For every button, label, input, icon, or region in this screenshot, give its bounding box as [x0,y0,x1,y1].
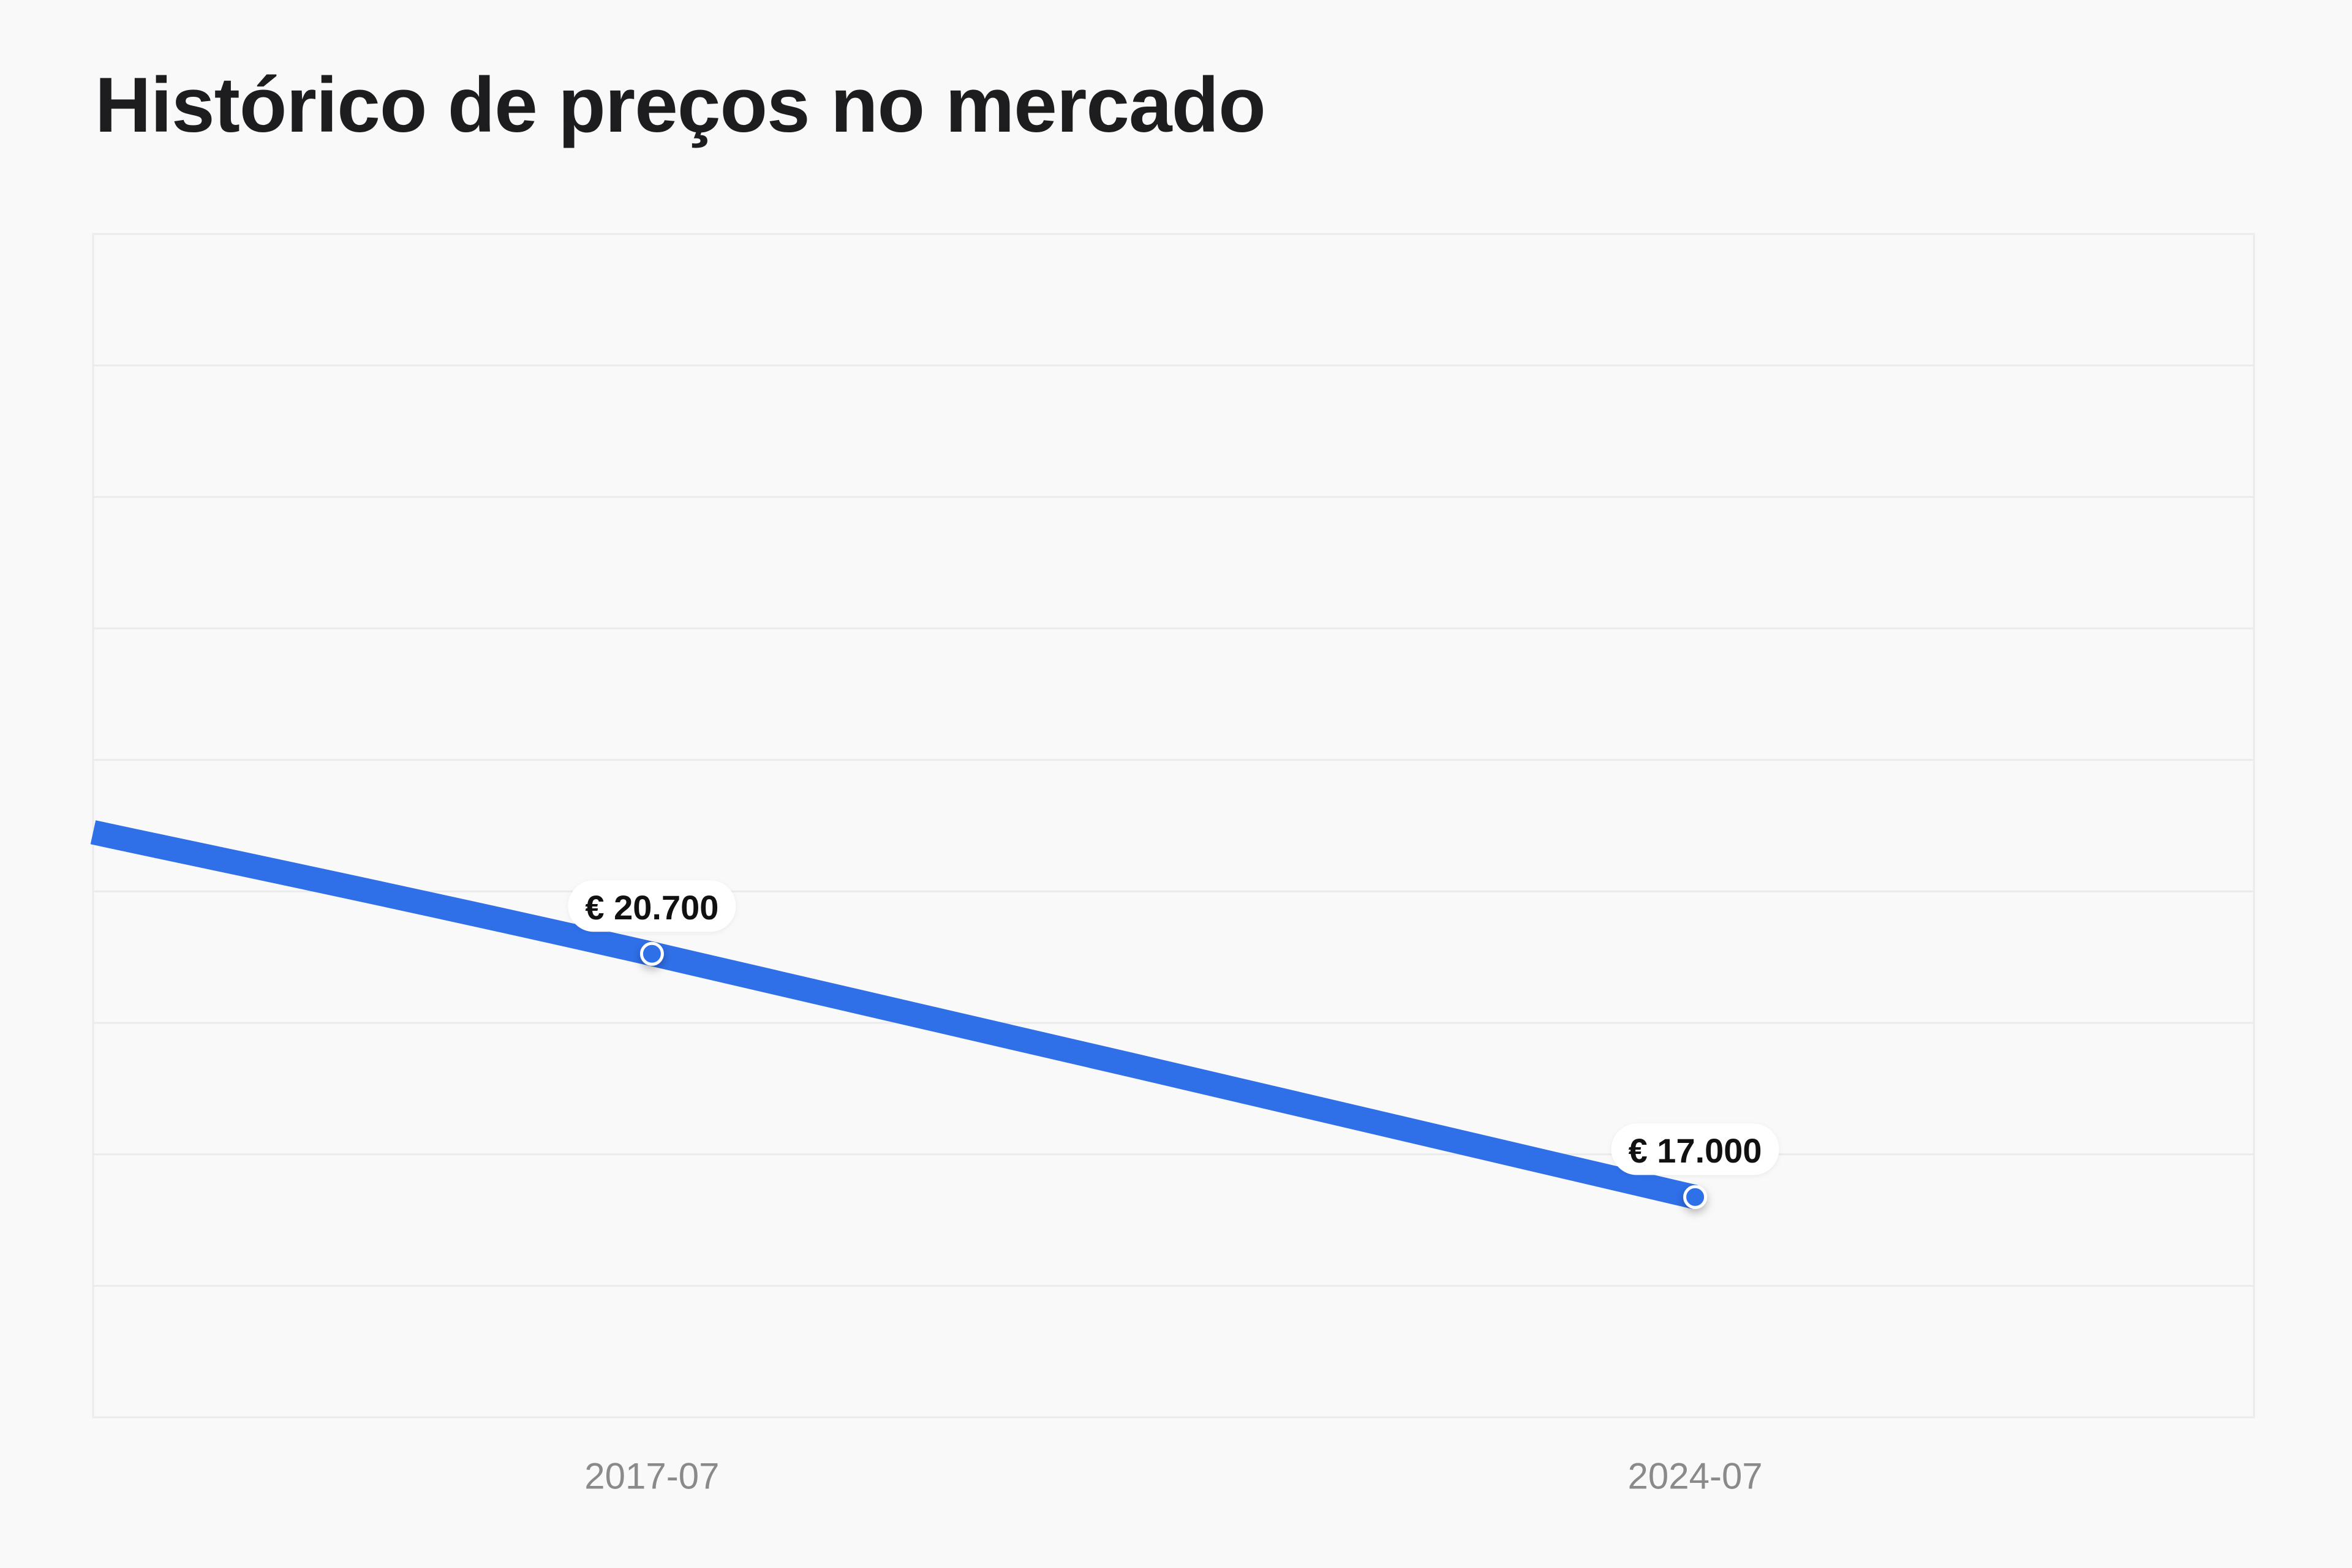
x-axis-ticks: 2017-07 2024-07 [584,1456,1762,1497]
price-line [90,820,1698,1209]
data-point[interactable] [1683,1185,1708,1209]
labels-layer: € 20.700 € 17.000 [568,880,1779,1175]
value-label-background [568,880,736,932]
series-layer [90,820,1698,1209]
data-point[interactable] [639,941,664,966]
plot-frame [92,233,2255,1419]
x-tick-label: 2017-07 [584,1456,719,1497]
value-label: € 20.700 [585,888,718,927]
value-label-group: € 17.000 [1611,1123,1779,1175]
page-title: Histórico de preços no mercado [95,61,1266,148]
plot-area [92,233,2255,1419]
value-label-background [1611,1123,1779,1175]
value-label-group: € 20.700 [568,880,736,932]
points-layer [639,941,1708,1209]
x-tick-label: 2024-07 [1627,1456,1762,1497]
grid-lines [93,364,2254,1287]
value-label: € 17.000 [1629,1131,1762,1170]
